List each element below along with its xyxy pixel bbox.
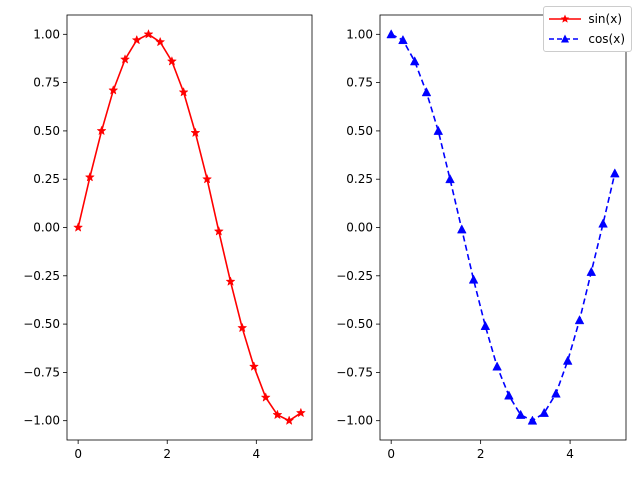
data-point-marker (284, 415, 295, 425)
y-tick-label: −1.00 (336, 414, 373, 428)
left-subplot: 1.00 0.75 0.50 0.25 0.00 −0.25 −0.50 −0.75 −1.00… (23, 14, 313, 461)
data-point-marker (108, 85, 119, 95)
y-tick-label: −0.50 (23, 317, 60, 331)
legend-swatch-sin (549, 14, 582, 23)
y-tick-label: −1.00 (23, 414, 60, 428)
legend-swatch-cos (549, 34, 582, 43)
axes-frame (66, 14, 313, 441)
x-tick-label: 4 (566, 447, 574, 461)
series-line-sinx (77, 33, 302, 422)
data-point-marker (190, 127, 201, 138)
data-point-marker (610, 168, 620, 178)
data-point-marker (260, 392, 271, 402)
data-point-marker (386, 29, 396, 39)
y-tick-label: −0.50 (336, 317, 373, 331)
data-point-marker (178, 86, 189, 97)
legend-label-cos: cos(x) (588, 32, 625, 46)
x-tick-label: 2 (477, 447, 485, 461)
y-tick-label: 0.25 (33, 172, 60, 186)
axes-frame (379, 14, 627, 441)
y-tick-label: 0.00 (346, 221, 373, 235)
y-tick-label: 1.00 (33, 27, 60, 41)
data-point-marker (272, 409, 283, 420)
y-tick-label: −0.25 (336, 269, 373, 283)
y-tick-label: −0.75 (336, 365, 373, 379)
y-tick-label: 1.00 (346, 27, 373, 41)
data-point-marker (143, 29, 154, 39)
x-tick-label: 2 (163, 447, 171, 461)
legend-entry-sin: sin(x) (548, 9, 625, 29)
data-point-marker (551, 388, 561, 398)
series-line-cosx (390, 33, 616, 422)
y-tick-label: 0.25 (346, 172, 373, 186)
data-point-marker (421, 87, 432, 97)
legend-entry-cos: cos(x) (548, 29, 625, 49)
data-point-marker (515, 409, 526, 419)
right-subplot: 1.00 0.75 0.50 0.25 0.00 −0.25 −0.50 −0.75 −1.00… (336, 14, 627, 461)
data-point-marker (202, 173, 213, 184)
x-tick-label: 0 (74, 447, 82, 461)
y-tick-label: 0.75 (33, 76, 60, 90)
legend: sin(x) cos(x) (543, 6, 632, 52)
data-point-marker (433, 125, 444, 135)
y-tick-label: 0.50 (33, 124, 60, 138)
data-point-marker (504, 390, 514, 400)
data-point-marker (492, 361, 502, 371)
data-point-marker (131, 34, 142, 45)
y-tick-label: 0.50 (346, 124, 373, 138)
data-point-marker (409, 56, 420, 66)
data-point-marker (457, 224, 467, 234)
data-point-marker (248, 361, 260, 371)
data-point-marker (480, 320, 491, 330)
data-point-marker (225, 276, 236, 286)
data-point-marker (574, 315, 585, 325)
data-point-marker (155, 36, 166, 47)
data-point-marker (73, 222, 84, 232)
x-tick-label: 0 (387, 447, 395, 461)
y-tick-label: −0.25 (23, 269, 60, 283)
data-point-marker (96, 125, 107, 136)
data-point-marker (527, 415, 538, 425)
y-tick-label: 0.00 (33, 221, 60, 235)
data-point-marker (539, 407, 549, 417)
data-point-marker (468, 274, 479, 284)
data-point-marker (84, 171, 95, 182)
data-point-marker (586, 266, 597, 276)
legend-label-sin: sin(x) (588, 12, 622, 26)
y-tick-label: 0.75 (346, 76, 373, 90)
data-point-marker (398, 34, 408, 45)
data-point-marker (237, 322, 248, 333)
data-point-marker (213, 226, 224, 236)
data-point-marker (166, 56, 177, 66)
data-point-marker (598, 218, 608, 228)
y-tick-label: −0.75 (23, 365, 60, 379)
data-point-marker (119, 54, 131, 64)
data-point-marker (562, 355, 573, 365)
data-point-marker (445, 174, 455, 184)
x-tick-label: 4 (252, 447, 260, 461)
data-point-marker (295, 407, 306, 418)
